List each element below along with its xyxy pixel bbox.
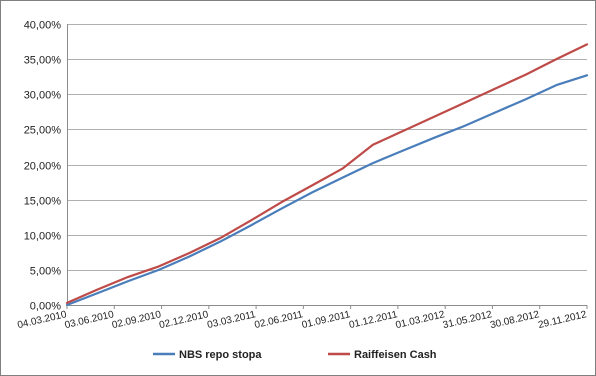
legend-label: NBS repo stopa [179, 349, 262, 361]
y-tick-label: 30,00% [24, 90, 62, 102]
y-axis-tick-labels: 0,00% 5,00% 10,00% 15,00% 20,00% 25,00% 30,00%… [24, 20, 62, 313]
y-tick-label: 0,00% [30, 301, 61, 313]
gridlines [67, 24, 587, 271]
axes [66, 24, 588, 309]
y-tick-label: 15,00% [24, 196, 62, 208]
y-tick-label: 10,00% [24, 231, 62, 243]
legend: NBS repo stopa Raiffeisen Cash [153, 349, 437, 361]
series-lines [65, 43, 589, 307]
y-tick-label: 20,00% [24, 161, 62, 173]
y-tick-label: 40,00% [24, 20, 62, 32]
legend-label: Raiffeisen Cash [354, 349, 437, 361]
series-line-1 [65, 74, 589, 307]
y-tick-label: 5,00% [30, 266, 61, 278]
y-tick-label: 25,00% [24, 125, 62, 137]
series-line-2 [65, 43, 589, 304]
y-tick-label: 35,00% [24, 55, 62, 67]
